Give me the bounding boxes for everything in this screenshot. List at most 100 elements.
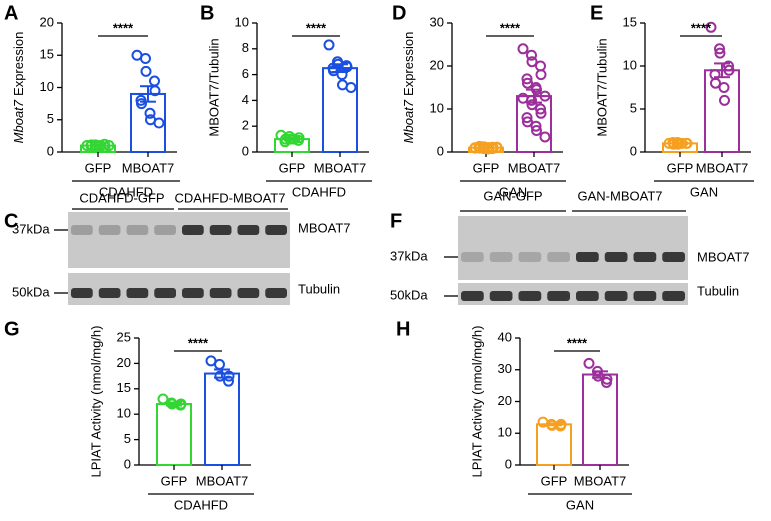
blot-band <box>662 252 685 262</box>
panel-letter: C <box>4 210 18 232</box>
data-point <box>521 73 533 85</box>
marker-label: 37kDa <box>12 221 50 236</box>
y-axis-label: Mboat7 Expression <box>11 32 26 144</box>
y-axis-label: MBOAT7/Tubulin <box>206 38 221 136</box>
significance-label: **** <box>188 335 209 350</box>
data-point <box>583 357 595 369</box>
blot-band <box>71 225 93 235</box>
significance-label: **** <box>306 20 327 35</box>
blot-band <box>126 288 149 298</box>
y-tick-label: 0 <box>47 143 54 158</box>
bar <box>204 372 240 466</box>
bar <box>536 423 572 466</box>
y-tick-label: 0 <box>242 143 249 158</box>
data-point <box>535 107 547 119</box>
blot-band <box>71 288 93 298</box>
x-tick-label: GFP <box>473 160 500 175</box>
blot-band <box>633 252 657 262</box>
x-tick-label: GFP <box>279 160 306 175</box>
y-tick-label: 40 <box>498 329 512 344</box>
data-point <box>539 131 551 143</box>
panel-letter: D <box>392 2 406 24</box>
data-point <box>328 65 339 77</box>
panel-letter: H <box>396 318 410 340</box>
data-point <box>214 358 225 370</box>
data-point <box>323 39 335 51</box>
data-point <box>719 94 730 106</box>
blot-band <box>237 288 260 298</box>
data-point <box>705 21 717 33</box>
blot-band <box>126 225 149 235</box>
lane-group-label: GAN-GFP <box>483 188 542 203</box>
panel-letter: A <box>4 2 18 24</box>
blot-membrane <box>458 216 688 280</box>
y-tick-label: 4 <box>242 92 249 107</box>
y-tick-label: 10 <box>498 425 512 440</box>
group-label: GAN <box>499 184 527 199</box>
y-axis-label-text: Expression <box>401 32 416 96</box>
blot-band <box>265 225 287 235</box>
blot-band <box>98 288 121 298</box>
y-tick-label: 0 <box>124 456 131 471</box>
marker-label: 37kDa <box>390 248 428 263</box>
y-tick-label: 0 <box>505 456 512 471</box>
blot-band <box>547 291 570 301</box>
y-tick-label: 5 <box>630 100 637 115</box>
lane-group-label: CDAHFD-MBOAT7 <box>175 190 286 205</box>
data-point <box>522 116 533 128</box>
blot-band <box>461 252 484 262</box>
group-label: CDAHFD <box>99 184 153 199</box>
data-point <box>530 120 542 132</box>
x-tick-label: MBOAT7 <box>122 160 175 175</box>
panel-letter: F <box>390 210 402 232</box>
y-tick-label: 6 <box>242 66 249 81</box>
data-point <box>336 69 348 81</box>
blot-band <box>633 291 657 301</box>
y-axis-label-gene: Mboat7 <box>401 99 416 143</box>
blot-membrane <box>68 212 290 268</box>
data-point <box>526 99 538 111</box>
blot-band <box>154 288 176 298</box>
data-point <box>710 77 721 89</box>
blot-band <box>265 288 287 298</box>
y-tick-label: 0 <box>630 143 637 158</box>
blot-band <box>518 291 542 301</box>
panel-letter: G <box>4 318 20 340</box>
marker-label: 50kDa <box>390 287 428 302</box>
data-point <box>714 43 725 55</box>
blot-band <box>182 288 204 298</box>
panel-letter: E <box>590 2 603 24</box>
x-tick-label: MBOAT7 <box>508 160 561 175</box>
bar <box>582 373 618 467</box>
y-tick-label: 10 <box>430 100 444 115</box>
blot-band <box>154 225 176 235</box>
data-point <box>531 125 542 136</box>
data-point <box>345 82 357 93</box>
y-axis-label-gene: Mboat7 <box>11 99 26 143</box>
blot-band <box>98 225 121 235</box>
y-tick-label: 20 <box>117 355 131 370</box>
y-tick-label: 15 <box>40 47 54 62</box>
y-axis-label: LPIAT Activity (nmol/mg/h) <box>469 326 484 478</box>
data-point <box>223 370 235 382</box>
y-tick-label: 8 <box>242 40 249 55</box>
data-point <box>136 98 147 110</box>
data-point <box>522 77 533 89</box>
y-tick-label: 15 <box>623 14 637 29</box>
blot-band <box>518 252 542 262</box>
y-axis-label-text: Expression <box>11 32 26 96</box>
x-tick-label: GFP <box>161 473 188 488</box>
blot-band <box>209 225 232 235</box>
y-tick-label: 30 <box>430 14 444 29</box>
y-axis-label: LPIAT Activity (nmol/mg/h) <box>88 326 103 478</box>
group-label: GAN <box>690 184 718 199</box>
data-point <box>535 69 547 81</box>
significance-label: **** <box>113 20 134 35</box>
x-tick-label: MBOAT7 <box>314 160 367 175</box>
y-axis-label: Mboat7 Expression <box>401 32 416 144</box>
significance-label: **** <box>567 335 588 350</box>
y-tick-label: 20 <box>498 393 512 408</box>
data-point <box>149 75 160 87</box>
blot-membrane <box>458 283 688 305</box>
blot-band <box>662 291 685 301</box>
